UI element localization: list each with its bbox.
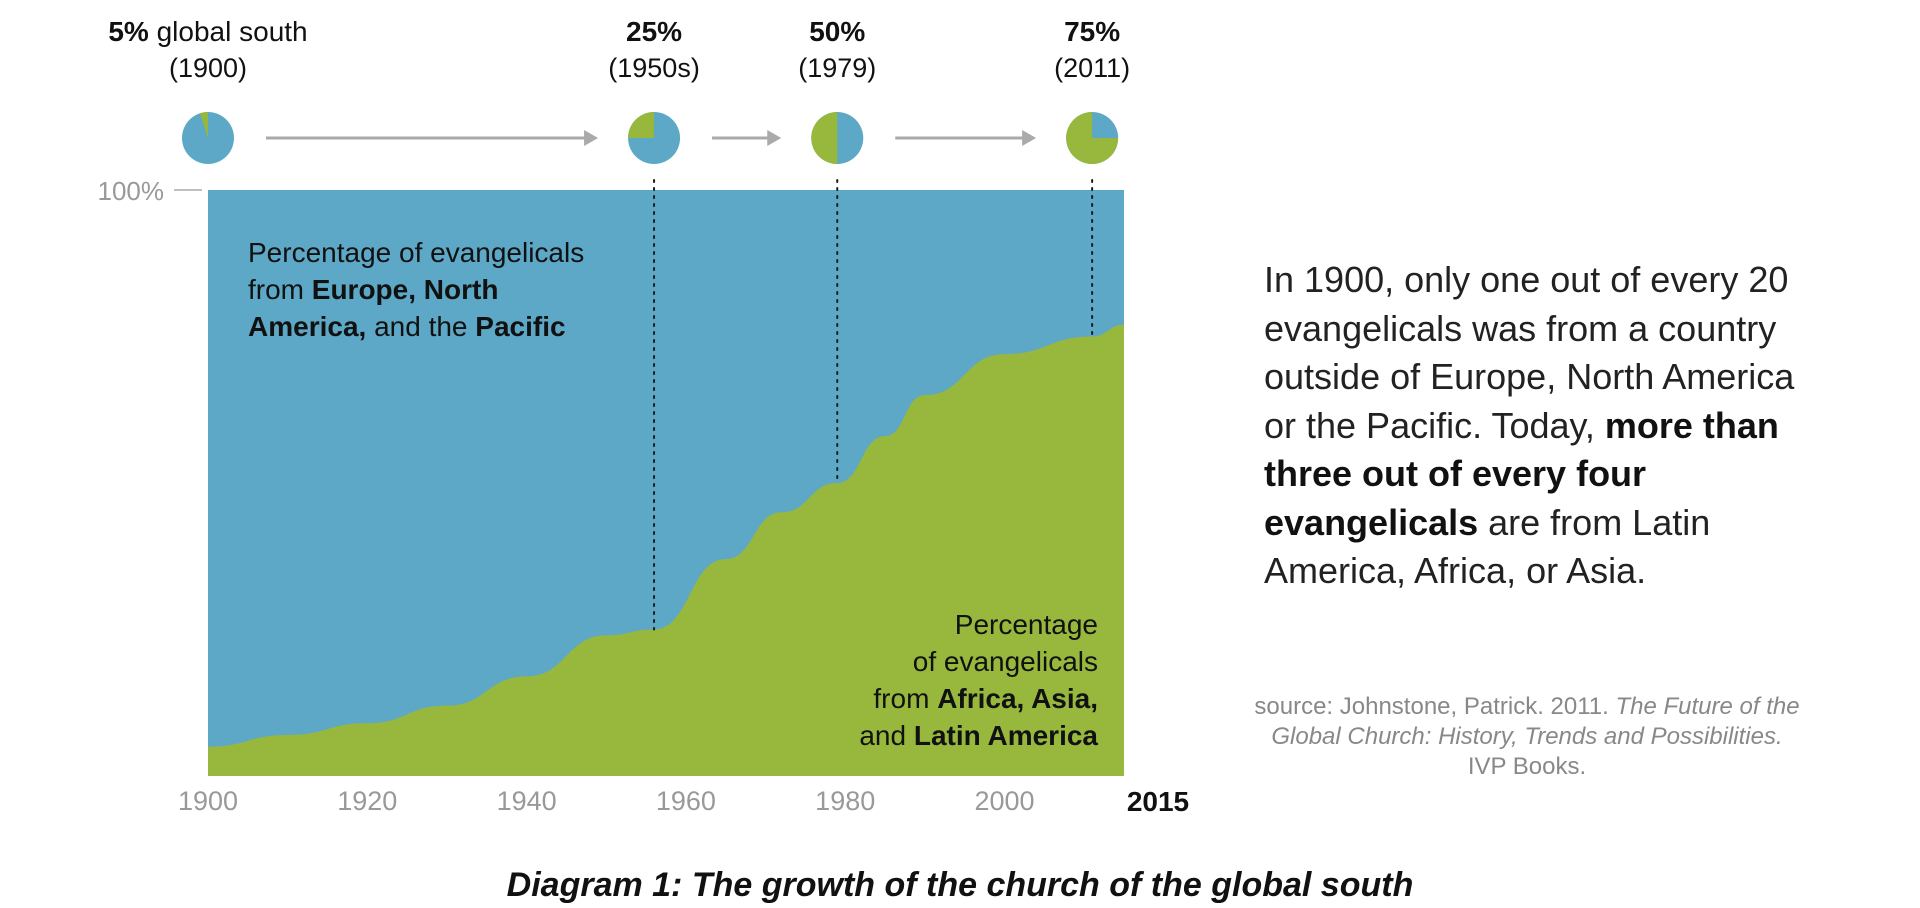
- milestone-year: (1950s): [608, 53, 700, 83]
- milestone-label: 50%: [809, 16, 865, 47]
- south-label-line: from Africa, Asia,: [873, 683, 1098, 714]
- source-prefix: source: Johnstone, Patrick. 2011.: [1254, 693, 1616, 720]
- north-label-text: Percentage of evangelicals: [248, 237, 584, 268]
- south-area: [208, 324, 1124, 776]
- x-tick-label-last: 2015: [1127, 786, 1189, 817]
- south-label-line: Percentage: [955, 609, 1098, 640]
- milestone-pie-slice: [199, 112, 208, 138]
- milestone-pie-slice: [628, 112, 655, 138]
- arrow-head: [1022, 130, 1037, 146]
- x-tick-label: 1980: [815, 786, 875, 816]
- x-tick-label: 1960: [656, 786, 716, 816]
- milestone-label: 25%: [626, 16, 682, 47]
- x-tick-label: 2000: [974, 786, 1034, 816]
- south-label-text: Percentage: [955, 609, 1098, 640]
- milestone-percent: 5%: [108, 16, 149, 47]
- summary-note: In 1900, only one out of every 20 evange…: [1264, 256, 1824, 596]
- south-label-line: of evangelicals: [913, 646, 1098, 677]
- south-label-text: from: [873, 683, 937, 714]
- note-text-2: are from Latin America, Africa, or Asia.: [1264, 501, 1711, 592]
- note-bold: more than three out of every four evange…: [1264, 404, 1779, 543]
- south-label-text: and: [859, 720, 914, 751]
- south-label-bold: Africa, Asia,: [937, 683, 1098, 714]
- x-tick-label: 1940: [497, 786, 557, 816]
- milestone-percent: 50%: [809, 16, 865, 47]
- north-label-line: from Europe, North: [248, 274, 498, 305]
- source-title: The Future of the Global Church: History…: [1271, 693, 1800, 750]
- source-citation: source: Johnstone, Patrick. 2011. The Fu…: [1232, 692, 1822, 782]
- source-publisher: IVP Books.: [1467, 753, 1587, 780]
- milestone-year: (1900): [169, 53, 247, 83]
- milestone-pie-slice: [811, 112, 838, 164]
- note-text-1: In 1900, only one out of every 20 evange…: [1264, 259, 1795, 446]
- arrow-head: [584, 130, 599, 146]
- x-tick-label: 1920: [337, 786, 397, 816]
- south-label-text: of evangelicals: [913, 646, 1098, 677]
- north-label-line: America, and the Pacific: [248, 311, 566, 342]
- arrow-head: [767, 130, 782, 146]
- north-label-bold: Europe, North: [312, 274, 499, 305]
- north-label-text: from: [248, 274, 312, 305]
- north-label-line: Percentage of evangelicals: [248, 237, 584, 268]
- milestone-percent: 75%: [1064, 16, 1120, 47]
- north-label-bold: Pacific: [475, 311, 565, 342]
- milestone-percent: 25%: [626, 16, 682, 47]
- south-label-bold: Latin America: [914, 720, 1099, 751]
- figure-caption: Diagram 1: The growth of the church of t…: [506, 866, 1414, 904]
- north-label-text: and the: [366, 311, 475, 342]
- south-label-line: and Latin America: [859, 720, 1098, 751]
- milestone-label: 5% global south: [108, 16, 307, 47]
- milestone-pie-slice: [1066, 112, 1119, 164]
- milestone-year: (1979): [798, 53, 876, 83]
- y-tick-label: 100%: [98, 176, 165, 206]
- milestone-label: 75%: [1064, 16, 1120, 47]
- milestone-year: (2011): [1054, 53, 1130, 83]
- milestone-label-rest: global south: [149, 16, 308, 47]
- north-label-bold: America,: [248, 311, 366, 342]
- x-tick-label: 1900: [178, 786, 238, 816]
